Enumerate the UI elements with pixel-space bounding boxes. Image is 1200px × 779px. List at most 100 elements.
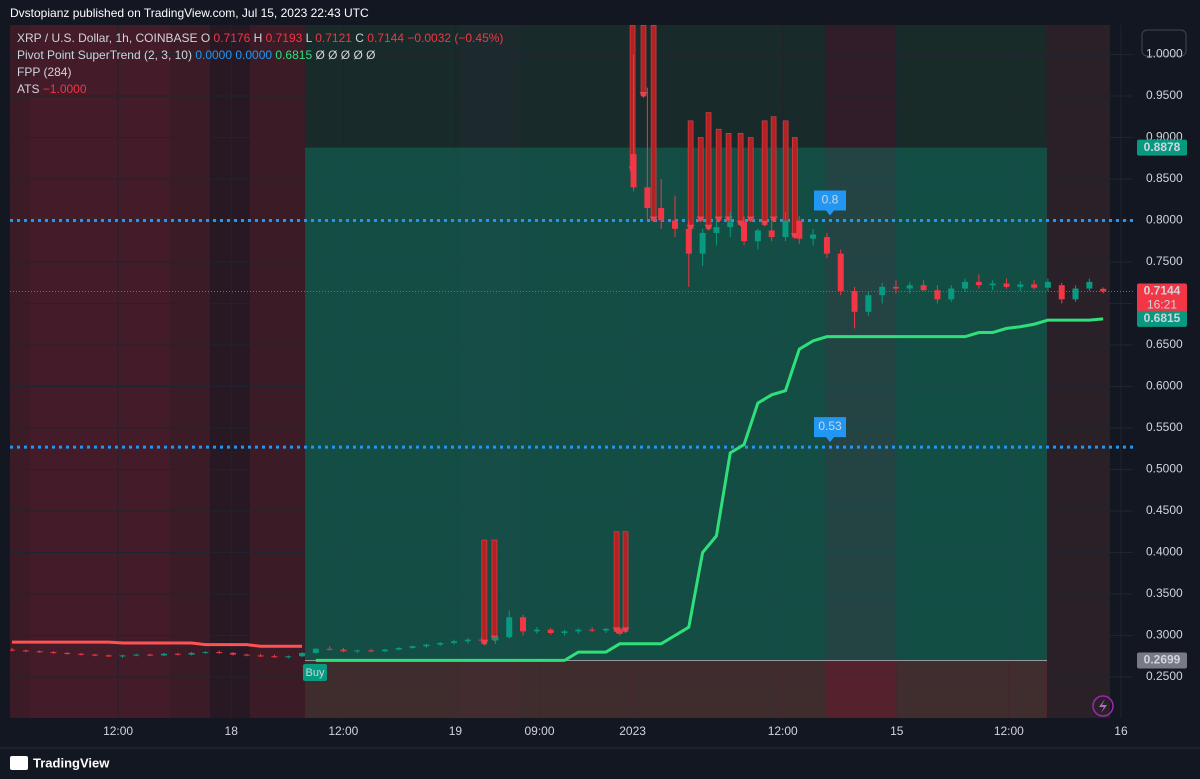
y-tick-label: 0.6500	[1146, 337, 1183, 351]
candle-body	[948, 288, 955, 300]
fpp-bar	[629, 25, 636, 171]
price-tag: 0.2699	[1144, 653, 1181, 667]
candle-body	[91, 654, 98, 656]
price-tag-box	[1137, 652, 1187, 669]
candle-body	[589, 629, 596, 631]
band	[460, 25, 520, 718]
fpp-bar	[491, 539, 498, 640]
fpp-arrow	[736, 220, 745, 227]
price-tag-box	[1137, 283, 1187, 314]
candle-body	[934, 290, 941, 300]
candle-body	[409, 646, 416, 648]
fpp-arrow	[639, 91, 648, 98]
candle-body	[50, 652, 57, 654]
x-tick-label: 16	[1114, 724, 1128, 738]
legend-item: Ø Ø Ø Ø Ø	[315, 48, 375, 62]
candle-body	[520, 617, 527, 632]
fpp-arrow	[760, 220, 769, 227]
candle-body	[36, 651, 43, 653]
menu-box[interactable]	[1141, 29, 1187, 57]
candle-body	[602, 628, 609, 631]
candle-body	[78, 653, 85, 655]
candle-body	[450, 641, 457, 643]
legend-item: 0.7193	[266, 31, 303, 45]
fpp-arrow	[480, 639, 489, 646]
fpp-arrow	[696, 216, 705, 223]
session-bands	[10, 25, 1110, 718]
fpp-bar	[613, 531, 620, 632]
candle-body	[810, 234, 817, 239]
candle-body	[1100, 288, 1107, 292]
x-tick-label: 19	[449, 724, 463, 738]
legend-item: 0.0000	[195, 48, 232, 62]
legend-item: Pivot Point SuperTrend (2, 3, 10)	[17, 48, 192, 62]
candle-body	[533, 629, 540, 632]
candle-body	[160, 653, 167, 656]
legend-row: Pivot Point SuperTrend (2, 3, 10) 0.0000…	[17, 48, 375, 62]
x-tick-label: 12:00	[994, 724, 1024, 738]
fpp-bar	[747, 137, 754, 221]
x-tick-label: 12:00	[103, 724, 133, 738]
price-tag: 0.7144	[1144, 284, 1181, 298]
candle-body	[299, 652, 306, 657]
band	[210, 25, 250, 718]
candle-body	[147, 654, 154, 656]
candle-body	[174, 653, 181, 655]
candle-body	[962, 281, 969, 289]
fpp-arrow	[704, 224, 713, 231]
candle-body	[10, 649, 16, 651]
price-tag: 0.8878	[1144, 140, 1181, 154]
y-tick-label: 0.3500	[1146, 586, 1183, 600]
y-tick-label: 0.8500	[1146, 171, 1183, 185]
candle-body	[1072, 288, 1079, 300]
candle-body	[616, 628, 623, 634]
y-tick-label: 0.9500	[1146, 88, 1183, 102]
supertrend-line	[315, 317, 1104, 662]
legend-item: XRP / U.S. Dollar, 1h, COINBASE	[17, 31, 198, 45]
candle-body	[658, 208, 665, 221]
alert-icon[interactable]	[1092, 695, 1114, 717]
legend-row: ATS −1.0000	[17, 82, 87, 96]
candle-body	[782, 220, 789, 238]
legend-item: 0.7121	[315, 31, 352, 45]
fpp-arrow	[769, 216, 778, 223]
plot: 0.8 0.53	[10, 25, 1133, 718]
fpp-bar	[697, 137, 704, 221]
legend-item: 0.7144	[367, 31, 404, 45]
candle-body	[1031, 284, 1038, 288]
candle-body	[1003, 283, 1010, 287]
fpp-bar	[687, 120, 694, 230]
alert-bolt	[1099, 699, 1107, 713]
candle-body	[354, 650, 361, 652]
candle-body	[285, 656, 292, 658]
fpp-arrow	[621, 627, 630, 634]
fpp-bar	[640, 25, 647, 97]
y-tick-label: 0.2500	[1146, 669, 1183, 683]
buy-label: Buy	[306, 667, 325, 679]
legend-row: FPP (284)	[17, 65, 71, 79]
legend-item: H	[254, 31, 263, 45]
price-tag-box	[1137, 310, 1187, 327]
fpp-bar	[622, 531, 629, 632]
candle-body	[1058, 285, 1065, 300]
legend-item: −1.0000	[43, 82, 87, 96]
candle-body	[64, 652, 71, 654]
candle-body	[478, 639, 485, 641]
fpp-arrow	[746, 216, 755, 223]
fpp-arrow	[714, 216, 723, 223]
candle-body	[216, 652, 223, 654]
fpp-bar	[705, 112, 712, 230]
tv-logo	[10, 756, 28, 770]
fpp-bar	[782, 120, 789, 225]
candle-body	[188, 652, 195, 655]
fpp-bar	[770, 116, 777, 221]
countdown: 16:21	[1147, 298, 1177, 312]
published-line: Dvstopianz published on TradingView.com,…	[10, 6, 369, 20]
candle-body	[464, 639, 471, 642]
candle-body	[340, 649, 347, 652]
candle-body	[879, 286, 886, 296]
x-tick-label: 12:00	[768, 724, 798, 738]
candle-body	[326, 648, 333, 650]
fpp-arrow	[612, 627, 621, 634]
